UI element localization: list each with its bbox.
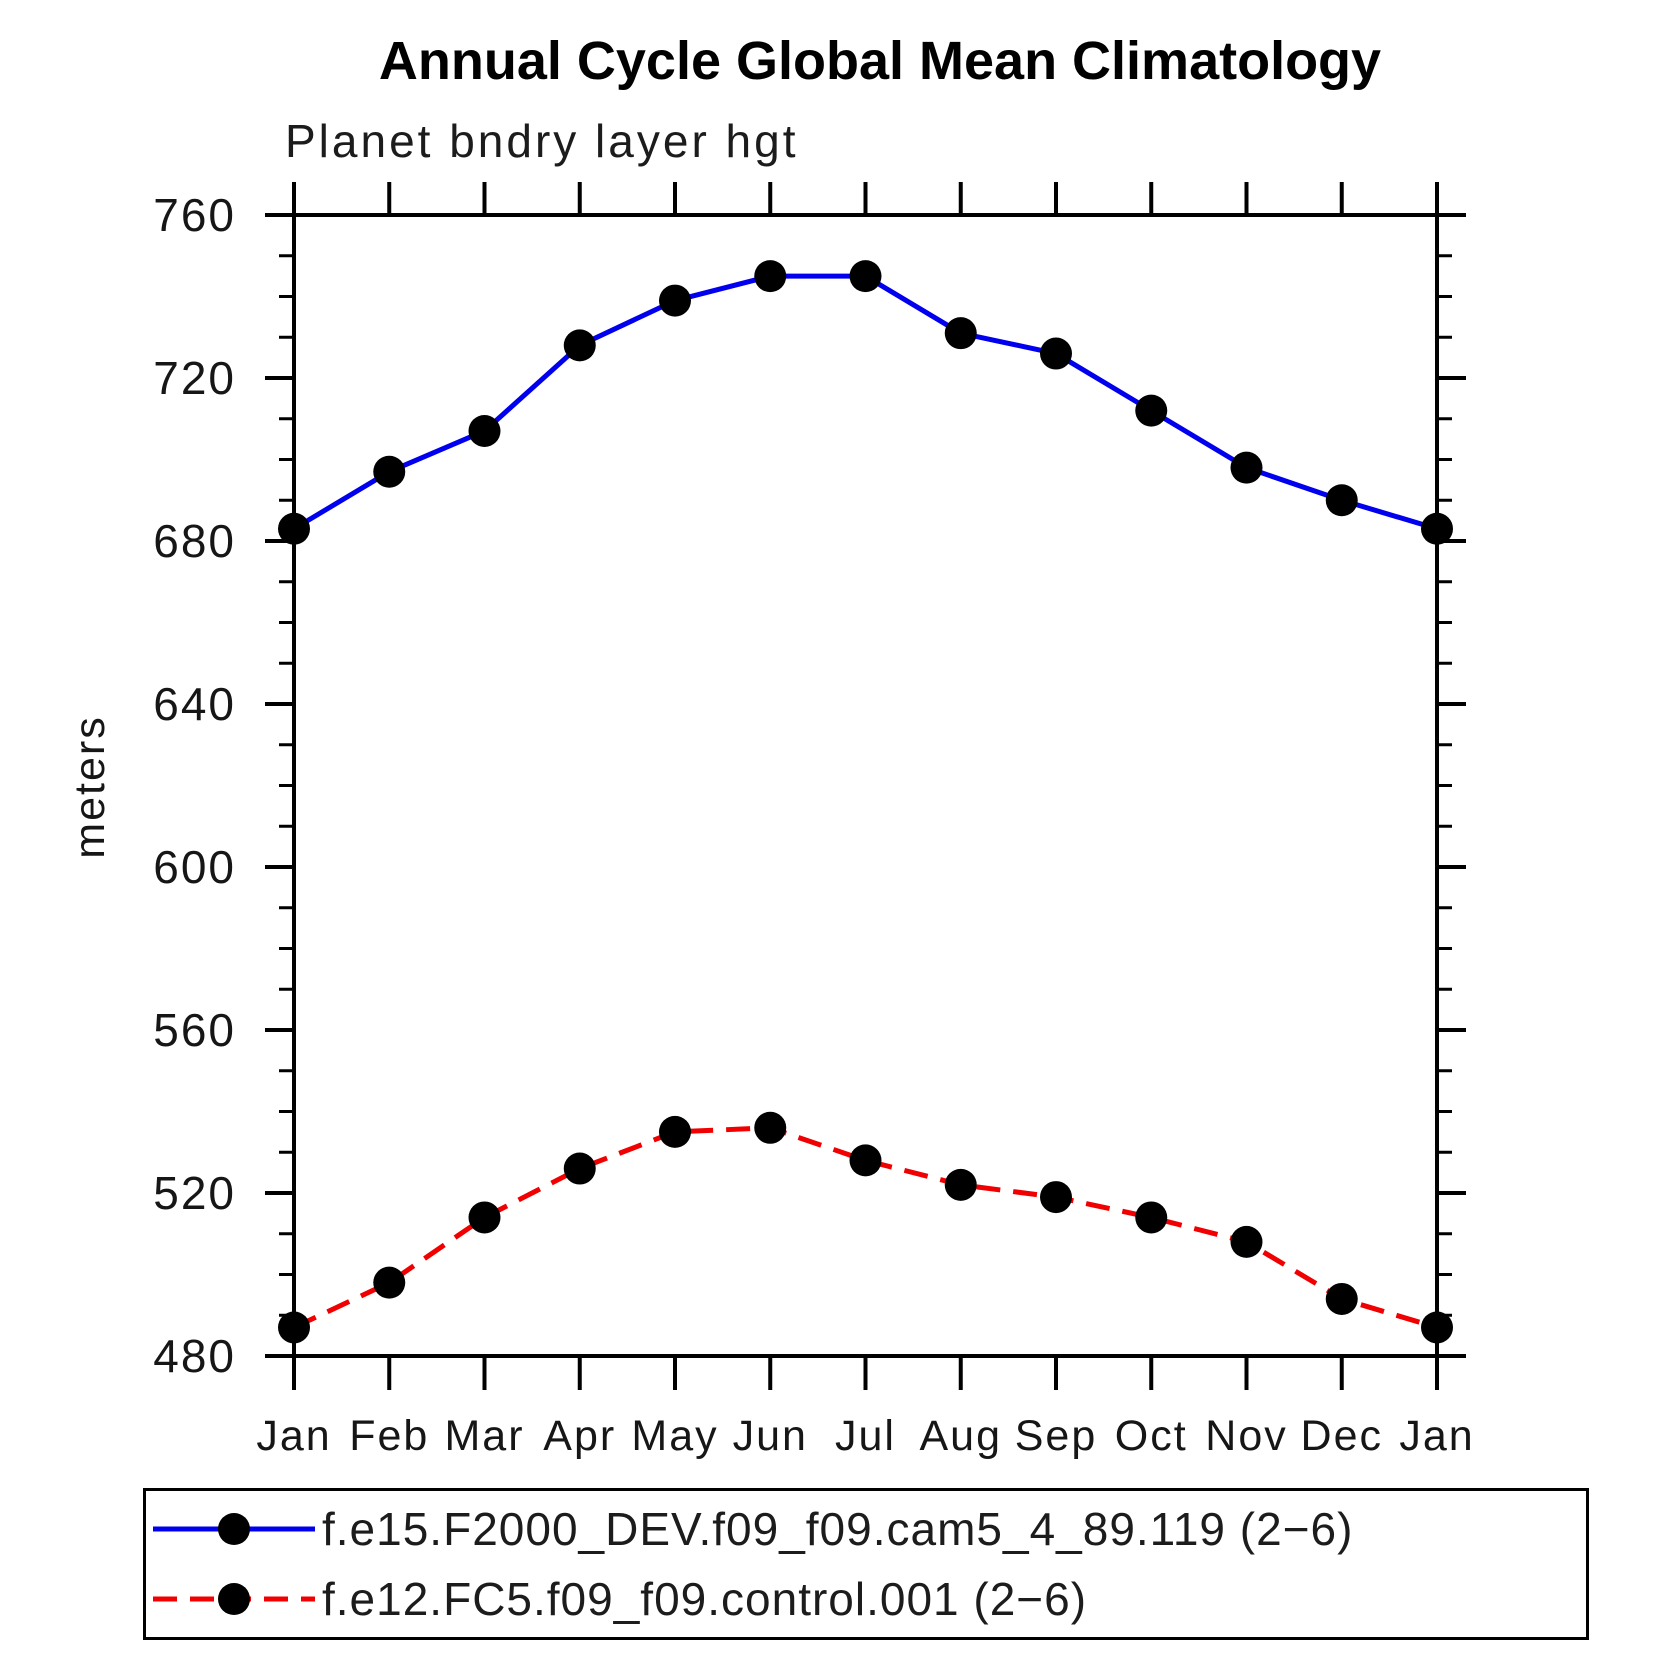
data-point-marker — [1040, 1181, 1072, 1214]
x-axis-tick-label: Apr — [543, 1412, 616, 1460]
x-axis-tick-label: Jul — [835, 1412, 896, 1460]
legend: f.e15.F2000_DEV.f09_f09.cam5_4_89.119 (2… — [143, 1488, 1589, 1640]
x-axis-tick-label: Jan — [1399, 1412, 1474, 1460]
y-axis-tick-label: 600 — [153, 841, 236, 893]
x-axis-tick-label: Nov — [1205, 1412, 1287, 1460]
legend-label-series-2: f.e12.FC5.f09_f09.control.001 (2−6) — [322, 1573, 1088, 1625]
data-point-marker — [1230, 1225, 1263, 1258]
data-point-marker — [754, 1111, 787, 1144]
y-axis-tick-label: 560 — [153, 1004, 236, 1056]
legend-label-series-1: f.e15.F2000_DEV.f09_f09.cam5_4_89.119 (2… — [322, 1503, 1354, 1555]
data-point-marker — [1230, 451, 1263, 484]
legend-item-series-2: f.e12.FC5.f09_f09.control.001 (2−6) — [149, 1564, 1586, 1634]
y-axis-tick-label: 680 — [153, 515, 236, 567]
legend-item-series-1: f.e15.F2000_DEV.f09_f09.cam5_4_89.119 (2… — [149, 1494, 1586, 1564]
data-point-marker — [1325, 1282, 1358, 1315]
x-axis-tick-label: Sep — [1015, 1412, 1098, 1460]
y-axis-tick-label: 760 — [153, 189, 236, 241]
x-axis-tick-label: Aug — [919, 1412, 1002, 1460]
data-point-marker — [849, 1144, 882, 1177]
data-point-marker — [468, 1201, 501, 1234]
data-point-marker — [659, 284, 691, 317]
x-axis-tick-label: Dec — [1301, 1412, 1383, 1460]
data-point-marker — [1325, 484, 1358, 517]
x-axis-tick-label: May — [631, 1412, 718, 1460]
data-point-marker — [1040, 337, 1072, 370]
y-axis-tick-label: 520 — [153, 1167, 236, 1219]
chart-title: Annual Cycle Global Mean Climatology — [378, 31, 1382, 91]
data-point-marker — [468, 414, 501, 447]
y-axis-tick-label: 720 — [153, 352, 236, 404]
chart-subtitle: Planet bndry layer hgt — [285, 115, 799, 167]
x-axis-tick-label: Jan — [256, 1412, 331, 1460]
data-point-marker — [1135, 1201, 1168, 1234]
data-point-marker — [849, 260, 882, 293]
data-point-marker — [563, 1152, 596, 1185]
x-axis-tick-label: Mar — [444, 1412, 524, 1460]
data-point-marker — [278, 1311, 310, 1344]
data-point-marker — [1135, 394, 1168, 427]
data-point-marker — [278, 512, 310, 545]
data-point-marker — [373, 455, 406, 488]
y-axis-title: meters — [66, 715, 114, 858]
data-point-marker — [754, 260, 787, 293]
legend-line-sample-dashed — [153, 1583, 315, 1615]
data-point-marker — [944, 1168, 977, 1201]
y-axis-tick-label: 480 — [153, 1330, 236, 1382]
y-axis-tick-label: 640 — [153, 678, 236, 730]
data-point-marker — [373, 1266, 406, 1299]
x-axis-tick-label: Feb — [349, 1412, 429, 1460]
data-point-marker — [563, 329, 596, 362]
legend-sample-marker-icon — [218, 1583, 250, 1615]
data-point-marker — [659, 1115, 691, 1148]
data-point-marker — [1421, 1311, 1453, 1344]
x-axis-tick-label: Jun — [733, 1412, 808, 1460]
legend-line-sample-solid — [153, 1513, 315, 1545]
data-point-marker — [1421, 512, 1453, 545]
legend-sample-marker-icon — [218, 1513, 250, 1545]
data-point-marker — [944, 317, 977, 350]
x-axis-tick-label: Oct — [1115, 1412, 1188, 1460]
series-line-0 — [292, 273, 1438, 532]
